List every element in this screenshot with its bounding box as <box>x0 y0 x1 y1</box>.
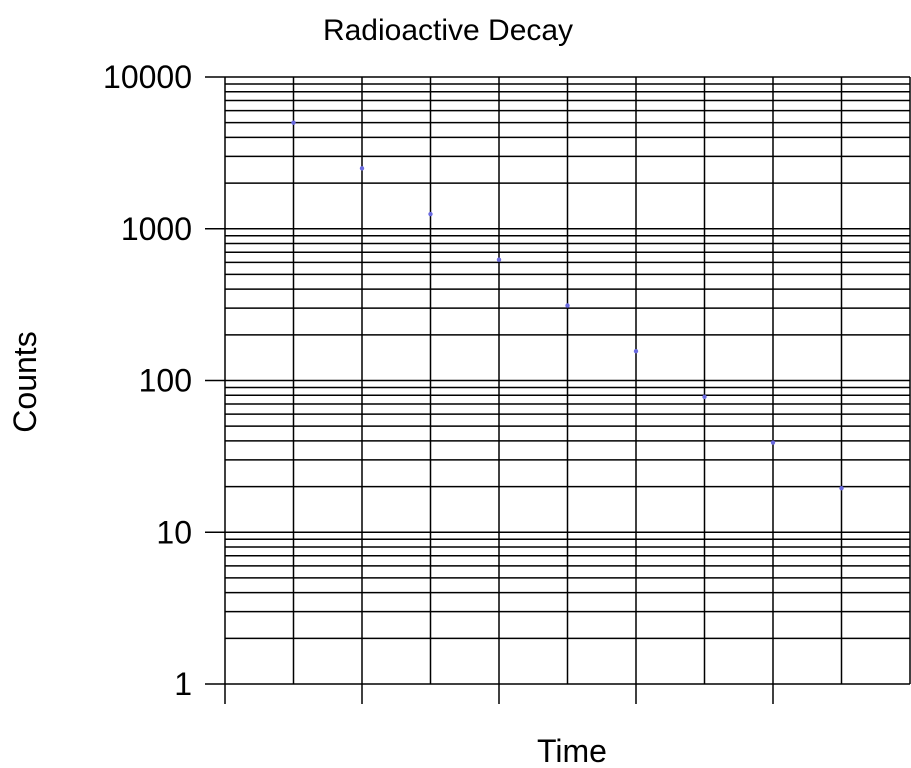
chart-title: Radioactive Decay <box>323 14 573 47</box>
y-axis-ticks: 10000 1000 100 10 1 <box>103 59 225 702</box>
data-point <box>496 257 502 262</box>
data-point <box>839 486 844 491</box>
data-point <box>291 120 296 125</box>
data-point <box>565 303 570 308</box>
grid <box>224 76 911 704</box>
y-tick-label: 100 <box>139 363 192 399</box>
y-tick-label: 1000 <box>121 211 192 247</box>
data-point <box>359 166 365 171</box>
y-tick-label: 10 <box>156 514 192 550</box>
data-point <box>428 211 433 217</box>
x-axis-label: Time <box>537 733 607 768</box>
y-tick-label: 1 <box>174 666 192 702</box>
data-points <box>291 120 844 491</box>
y-axis-label: Counts <box>7 331 43 432</box>
data-point <box>702 394 707 400</box>
x-axis-ticks <box>361 684 774 704</box>
data-point <box>633 348 639 354</box>
y-tick-label: 10000 <box>103 59 192 95</box>
data-point <box>770 440 776 445</box>
